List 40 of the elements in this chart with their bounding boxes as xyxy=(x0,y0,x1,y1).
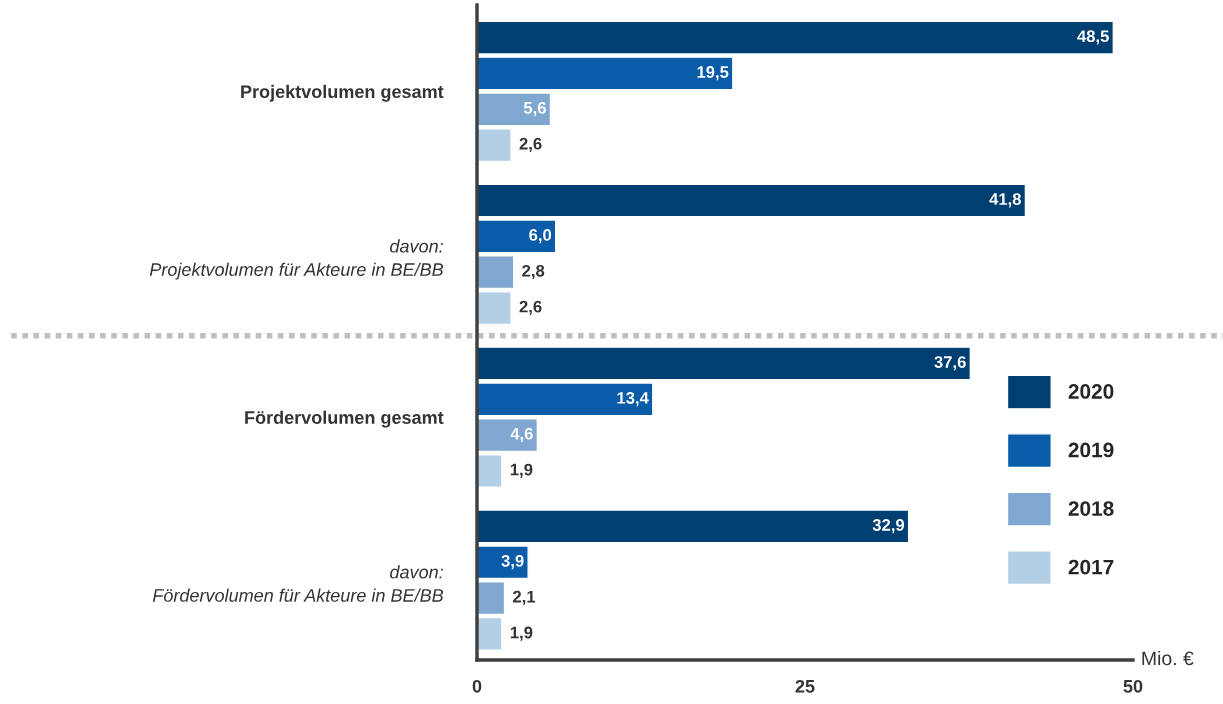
bar xyxy=(477,509,910,544)
legend-label: 2020 xyxy=(1068,384,1114,399)
data-label: 1,9 xyxy=(510,463,533,478)
data-label: 2,1 xyxy=(513,590,536,605)
data-label: 32,9 xyxy=(872,519,905,534)
bar xyxy=(477,616,503,651)
y-tick-label: davon: Projektvolumen für Akteure in BE/BB xyxy=(149,239,444,280)
bar xyxy=(477,545,529,580)
y-tick-label: Fördervolumen gesamt xyxy=(245,410,444,428)
data-label: 48,5 xyxy=(1077,30,1109,45)
data-label: 2,6 xyxy=(519,300,542,315)
x-tick-label: 50 xyxy=(1123,679,1143,693)
bar xyxy=(477,454,503,488)
x-tick-label: 0 xyxy=(472,679,482,693)
y-tick-label: Projektvolumen gesamt xyxy=(241,84,444,102)
data-label: 19,5 xyxy=(697,66,729,81)
legend-label: 2018 xyxy=(1068,501,1114,516)
data-label: 2,6 xyxy=(519,137,542,153)
x-tick-label: 25 xyxy=(795,679,815,693)
bar xyxy=(477,128,512,163)
data-label: 6,0 xyxy=(529,229,552,244)
bar xyxy=(477,581,506,616)
data-label: 13,4 xyxy=(617,391,649,407)
data-label: 4,6 xyxy=(510,427,533,443)
data-label: 41,8 xyxy=(989,193,1021,208)
data-label: 1,9 xyxy=(510,626,533,641)
bar xyxy=(477,92,552,127)
legend-label: 2019 xyxy=(1068,442,1114,458)
legend-label: 2017 xyxy=(1068,559,1114,575)
bar xyxy=(477,255,515,290)
bar xyxy=(477,346,972,381)
data-label: 3,9 xyxy=(501,554,524,570)
data-label: 5,6 xyxy=(523,101,546,117)
y-tick-label: davon: Fördervolumen für Akteure in BE/BB xyxy=(152,565,444,602)
data-label: 37,6 xyxy=(934,356,966,371)
bar xyxy=(477,418,539,453)
data-label: 2,8 xyxy=(522,264,545,280)
bar xyxy=(477,291,512,326)
x-axis-title: Mio. € xyxy=(1142,650,1194,666)
bar xyxy=(477,382,654,417)
